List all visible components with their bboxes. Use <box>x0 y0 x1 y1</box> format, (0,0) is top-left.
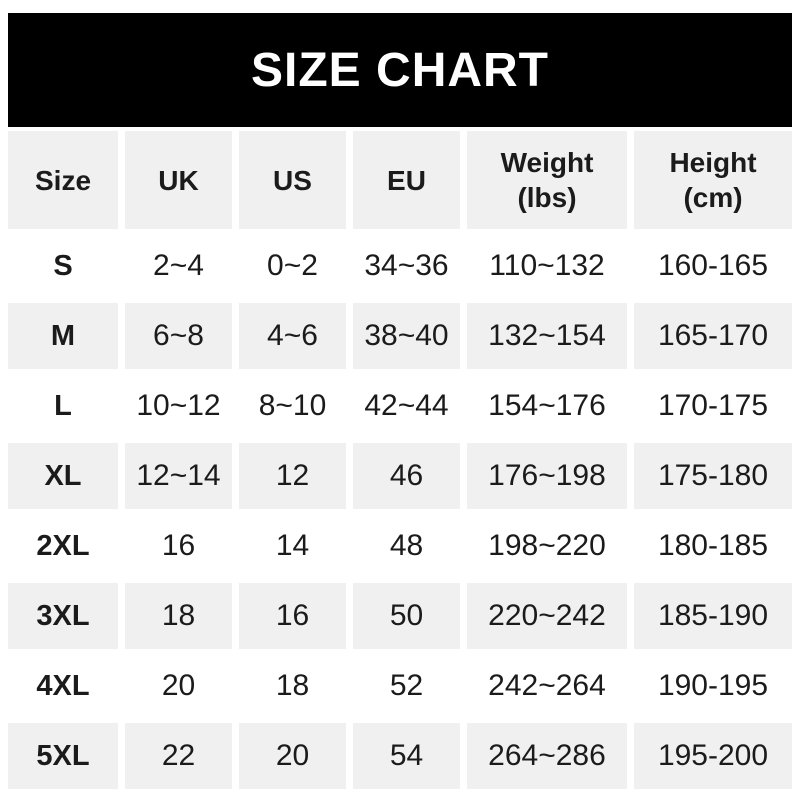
uk-value: 20 <box>125 653 232 719</box>
weight-value: 220~242 <box>467 583 627 649</box>
eu-value: 42~44 <box>353 373 460 439</box>
eu-value: 54 <box>353 723 460 789</box>
col-header-eu: EU <box>353 131 460 229</box>
us-value: 0~2 <box>239 233 346 299</box>
header-row: Size UK US EU Weight (lbs) Height (cm) <box>8 131 792 229</box>
table-row-s: S 2~4 0~2 34~36 110~132 160-165 <box>8 233 792 299</box>
uk-value: 12~14 <box>125 443 232 509</box>
table-row-3xl: 3XL 18 16 50 220~242 185-190 <box>8 583 792 649</box>
size-label: 2XL <box>8 513 118 579</box>
height-value: 185-190 <box>634 583 792 649</box>
height-value: 180-185 <box>634 513 792 579</box>
col-header-weight: Weight (lbs) <box>467 131 627 229</box>
size-label: M <box>8 303 118 369</box>
height-value: 170-175 <box>634 373 792 439</box>
size-label: 5XL <box>8 723 118 789</box>
height-value: 165-170 <box>634 303 792 369</box>
size-label: L <box>8 373 118 439</box>
size-label: 3XL <box>8 583 118 649</box>
table-row-l: L 10~12 8~10 42~44 154~176 170-175 <box>8 373 792 439</box>
col-header-us: US <box>239 131 346 229</box>
us-value: 4~6 <box>239 303 346 369</box>
size-label: XL <box>8 443 118 509</box>
height-value: 160-165 <box>634 233 792 299</box>
height-value: 175-180 <box>634 443 792 509</box>
size-chart-table: Size UK US EU Weight (lbs) Height (cm) S… <box>1 127 799 793</box>
eu-value: 38~40 <box>353 303 460 369</box>
us-value: 20 <box>239 723 346 789</box>
size-label: 4XL <box>8 653 118 719</box>
table-row-2xl: 2XL 16 14 48 198~220 180-185 <box>8 513 792 579</box>
us-value: 8~10 <box>239 373 346 439</box>
us-value: 12 <box>239 443 346 509</box>
table-row-4xl: 4XL 20 18 52 242~264 190-195 <box>8 653 792 719</box>
weight-value: 154~176 <box>467 373 627 439</box>
uk-value: 18 <box>125 583 232 649</box>
height-value: 195-200 <box>634 723 792 789</box>
us-value: 18 <box>239 653 346 719</box>
uk-value: 16 <box>125 513 232 579</box>
weight-value: 132~154 <box>467 303 627 369</box>
page-title: SIZE CHART <box>251 43 549 97</box>
table-row-5xl: 5XL 22 20 54 264~286 195-200 <box>8 723 792 789</box>
uk-value: 2~4 <box>125 233 232 299</box>
weight-value: 264~286 <box>467 723 627 789</box>
eu-value: 48 <box>353 513 460 579</box>
weight-value: 198~220 <box>467 513 627 579</box>
weight-value: 242~264 <box>467 653 627 719</box>
uk-value: 10~12 <box>125 373 232 439</box>
uk-value: 22 <box>125 723 232 789</box>
uk-value: 6~8 <box>125 303 232 369</box>
table-row-m: M 6~8 4~6 38~40 132~154 165-170 <box>8 303 792 369</box>
eu-value: 52 <box>353 653 460 719</box>
eu-value: 50 <box>353 583 460 649</box>
size-label: S <box>8 233 118 299</box>
eu-value: 34~36 <box>353 233 460 299</box>
table-row-xl: XL 12~14 12 46 176~198 175-180 <box>8 443 792 509</box>
us-value: 14 <box>239 513 346 579</box>
weight-value: 176~198 <box>467 443 627 509</box>
col-header-size: Size <box>8 131 118 229</box>
col-header-height: Height (cm) <box>634 131 792 229</box>
eu-value: 46 <box>353 443 460 509</box>
weight-value: 110~132 <box>467 233 627 299</box>
us-value: 16 <box>239 583 346 649</box>
height-value: 190-195 <box>634 653 792 719</box>
col-header-uk: UK <box>125 131 232 229</box>
size-chart-banner: SIZE CHART <box>8 13 792 127</box>
